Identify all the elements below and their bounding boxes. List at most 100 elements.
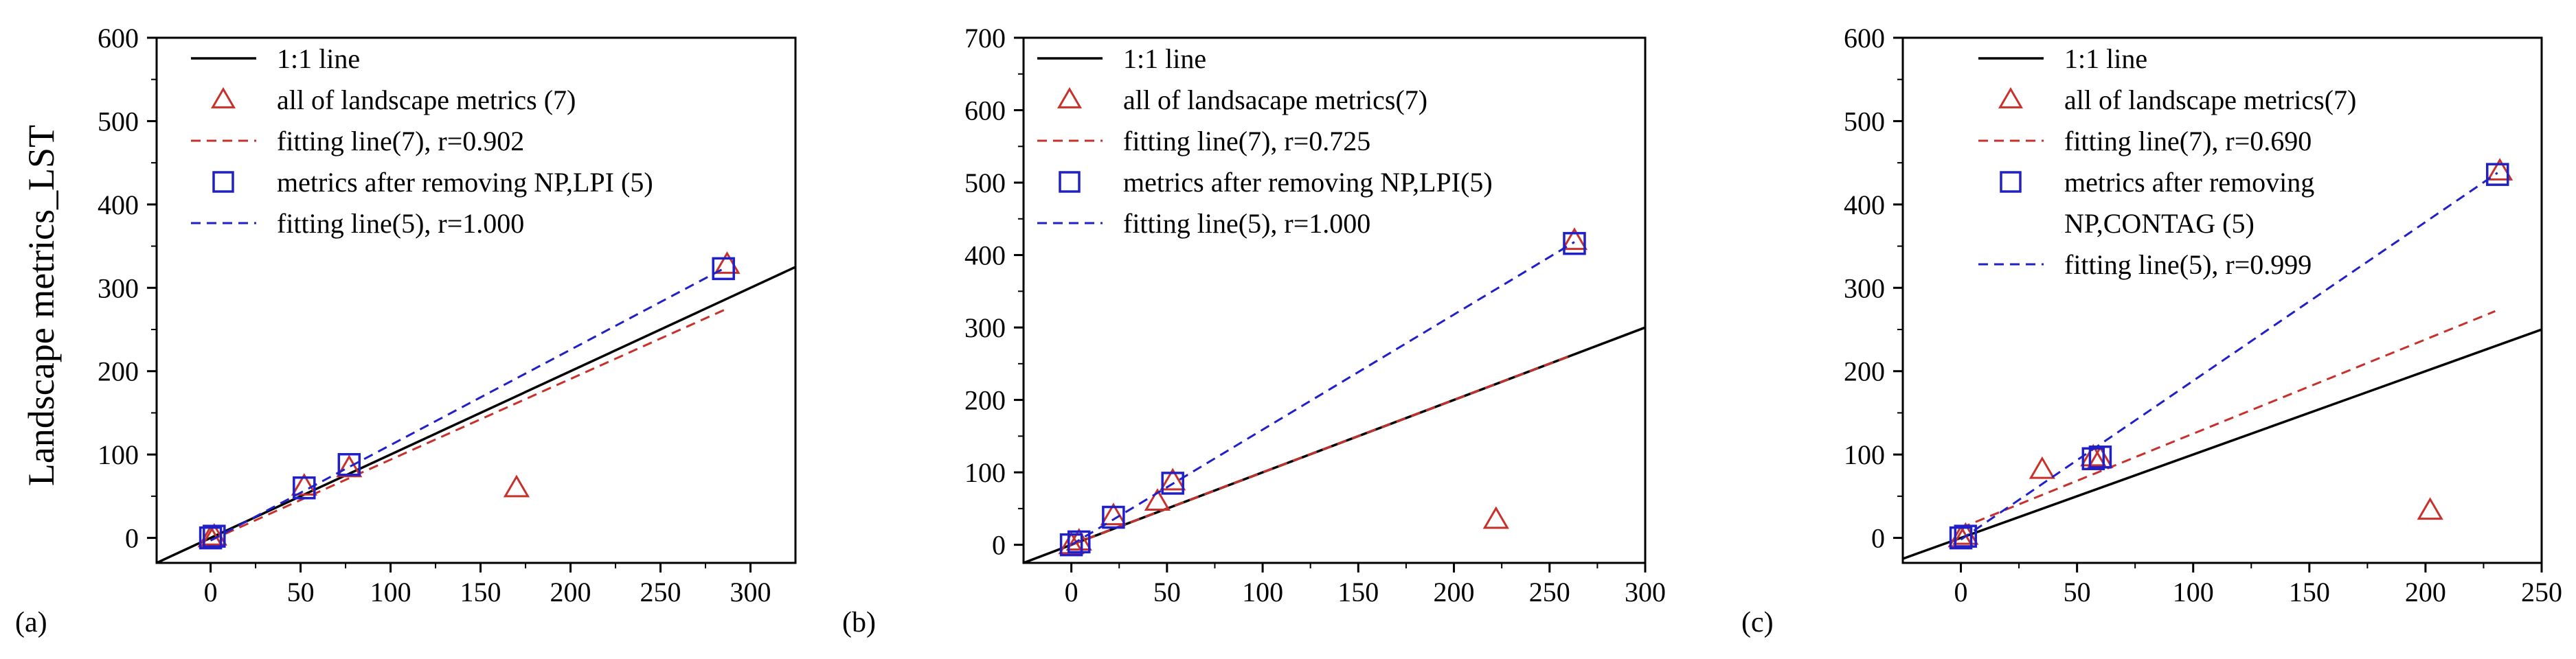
- panel-b-series-1-point: [1561, 227, 1588, 251]
- panel-a-legend: 1:1 line all of landscape metrics (7) fitt…: [191, 43, 653, 239]
- panel-a-x-tick-label: 250: [640, 577, 681, 608]
- panel-b-series-1-point: [1100, 502, 1127, 526]
- panel-c-data-layer: [1903, 158, 2542, 560]
- panel-a-y-tick-label: 500: [98, 106, 139, 137]
- panel-b-series-1-point: [1144, 488, 1171, 511]
- panel-c-x-tick-label: 0: [1954, 577, 1968, 608]
- panel-c-legend: 1:1 line all of landscape metrics(7) fitti…: [1978, 43, 2356, 280]
- panel-a-series-3-point: [337, 452, 361, 476]
- panel-b-legend-2-label: fitting line(7), r=0.725: [1123, 126, 1370, 157]
- panel-a-x-tick-label: 200: [550, 577, 591, 608]
- panel-b-series-1-point: [1065, 528, 1092, 551]
- panel-b-plot-frame: [1022, 36, 1647, 564]
- panel-a-x-tick-label: 100: [370, 577, 411, 608]
- panel-a-legend-1-swatch: [210, 86, 236, 108]
- panel-a-y-tick-label: 100: [98, 439, 139, 470]
- panel-a-x-tick-label: 150: [460, 577, 501, 608]
- panel-a-legend-3-label: metrics after removing NP,LPI (5): [277, 167, 653, 198]
- panel-c-series-4-line: [1960, 172, 2498, 541]
- panel-b-legend: 1:1 line all of landsacape metrics(7) fitt…: [1037, 43, 1493, 239]
- panel-b-x-tick-label: 150: [1337, 577, 1379, 608]
- panel-a-data-layer: [157, 251, 795, 563]
- panel-a-label: (a): [15, 607, 47, 638]
- panel-b-x-tick-label: 250: [1529, 577, 1570, 608]
- panel-a-series-1-point: [291, 473, 317, 496]
- panel-b-label: (b): [842, 607, 876, 638]
- panel-c-x-tick-label: 150: [2289, 577, 2330, 608]
- panel-c-y-tick-label: 0: [1871, 523, 1885, 554]
- panel-c-series-2-line: [1960, 310, 2496, 529]
- panel-b-legend-0-label: 1:1 line: [1123, 43, 1206, 74]
- panel-c-series-1-point: [2417, 497, 2443, 520]
- panel-c-label: (c): [1741, 607, 1774, 638]
- panel-c-legend-4-label: fitting line(5), r=0.999: [2064, 249, 2312, 280]
- panel-a-legend-4-label: fitting line(5), r=1.000: [277, 208, 524, 239]
- panel-c-legend-0-label: 1:1 line: [2064, 43, 2147, 74]
- panel-b-series-3-point: [1067, 530, 1091, 554]
- panel-c-plot-frame: [1901, 36, 2543, 564]
- panel-c-y-tick-label: 400: [1844, 189, 1885, 220]
- panel-c-y-tick-label: 600: [1844, 23, 1885, 54]
- panel-b-series-3-point: [1102, 505, 1125, 529]
- panel-a-legend-0-label: 1:1 line: [277, 43, 360, 74]
- panel-a-series-4-line: [210, 268, 724, 542]
- panel-b-y-tick-label: 500: [964, 167, 1006, 198]
- panel-a-legend-2-label: fitting line(7), r=0.902: [277, 126, 524, 157]
- panel-a-y-tick-label: 400: [98, 189, 139, 220]
- panel-b-legend-1-swatch: [1057, 86, 1083, 108]
- panel-c-x-tick-label: 100: [2173, 577, 2214, 608]
- panel-b-y-tick-label: 700: [964, 23, 1006, 54]
- panel-a-series-1-point: [336, 454, 363, 478]
- panel-c-x-tick-label: 200: [2405, 577, 2446, 608]
- panel-c-series-1-point: [2080, 443, 2107, 467]
- panel-c-legend-2-label: fitting line(7), r=0.690: [2064, 126, 2312, 157]
- panel-b-legend-1-label: all of landsacape metrics(7): [1123, 84, 1427, 115]
- panel-c-series-3-point: [1949, 526, 1973, 550]
- panel-a-series-1-point: [503, 474, 530, 498]
- panel-c-legend-3-label-line1: metrics after removing: [2064, 167, 2314, 198]
- panel-a-series-2-line: [210, 308, 728, 542]
- panel-a-legend-1-label: all of landscape metrics (7): [277, 84, 576, 115]
- panel-a-x-tick-label: 50: [287, 577, 315, 608]
- panel-b-x-tick-label: 300: [1625, 577, 1666, 608]
- panel-b-y-tick-label: 200: [964, 385, 1006, 416]
- panel-c-legend-1-label: all of landscape metrics(7): [2064, 84, 2356, 115]
- panel-a-series-3-point: [203, 524, 226, 548]
- panel-a-chart: 0 50 100 150 200 250 300 0 100 200 300 400 500 600 1:1…: [15, 23, 797, 638]
- panel-b-y-tick-label: 100: [964, 457, 1006, 488]
- panel-b-series-4-line: [1070, 241, 1575, 546]
- panel-a-y-tick-label: 200: [98, 356, 139, 387]
- panel-c-x-tick-label: 50: [2064, 577, 2091, 608]
- panel-c-chart: 0 50 100 150 200 250 0 100 200 300 400 500 600 1:1 li…: [1741, 23, 2562, 638]
- panel-c-y-tick-label: 100: [1844, 439, 1885, 470]
- panel-c-legend-1-swatch: [1998, 86, 2024, 108]
- panel-a-y-tick-label: 0: [125, 523, 139, 554]
- panel-b-x-tick-label: 50: [1153, 577, 1181, 608]
- panel-b-legend-4-label: fitting line(5), r=1.000: [1123, 208, 1370, 239]
- panel-c-series-3-point: [2485, 163, 2509, 186]
- panel-c-legend-3-swatch: [2000, 171, 2022, 193]
- panel-a-series-3-point: [293, 476, 316, 500]
- panel-b-legend-3-swatch: [1059, 171, 1081, 193]
- panel-c-legend-3-label-line2: NP,CONTAG (5): [2064, 208, 2255, 239]
- panel-a-x-tick-label: 0: [204, 577, 218, 608]
- panel-a-plot-frame: [155, 36, 797, 564]
- panel-b-y-tick-label: 600: [964, 95, 1006, 126]
- panel-b-series-3-point: [1161, 472, 1184, 495]
- panel-c-y-tick-label: 500: [1844, 106, 1885, 137]
- panel-a-legend-3-swatch: [212, 171, 234, 193]
- panel-c-series-0-line: [1903, 328, 2542, 560]
- panel-c-series-1-point: [2487, 158, 2513, 181]
- panel-b-series-2-line: [1071, 354, 1573, 546]
- panel-c-y-tick-label: 300: [1844, 273, 1885, 303]
- panel-b-series-1-point: [1482, 506, 1509, 529]
- panel-b-series-3-point: [1059, 533, 1083, 557]
- panel-b-legend-3-label: metrics after removing NP,LPI(5): [1123, 167, 1493, 198]
- panel-a-y-tick-label: 600: [98, 23, 139, 54]
- panel-b-y-tick-label: 400: [964, 240, 1006, 271]
- panel-a-x-tick-label: 300: [730, 577, 771, 608]
- panel-c-legend-3-label: metrics after removing NP,CONTAG (5): [2064, 167, 2314, 239]
- panel-b-x-tick-label: 100: [1242, 577, 1283, 608]
- panel-b-x-tick-label: 0: [1065, 577, 1078, 608]
